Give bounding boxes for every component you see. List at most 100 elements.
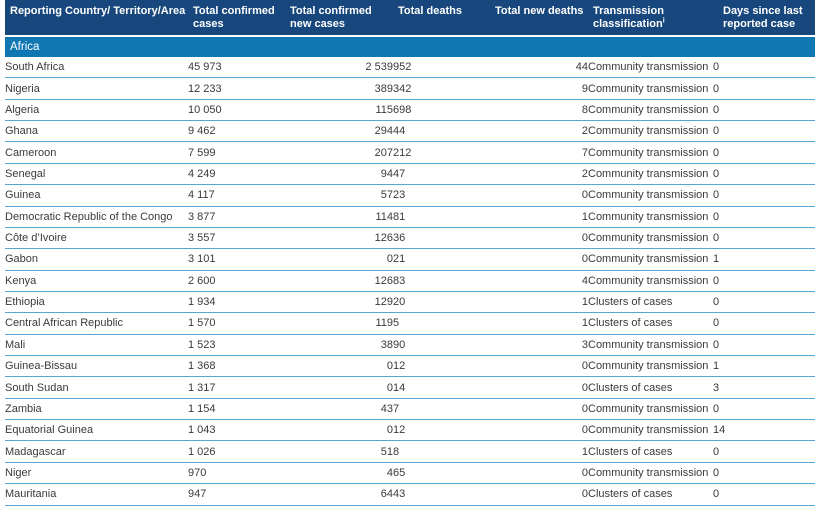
- cell-total-confirmed-cases: 1 523: [188, 334, 285, 357]
- cell-total-new-deaths: 4: [490, 270, 588, 292]
- covid-country-table: Reporting Country/ Territory/Area Total …: [5, 0, 815, 506]
- table-row: Algeria 10 050 115 698 8 Community transmissi…: [5, 99, 815, 122]
- cell-transmission-classification: Community transmission: [588, 334, 713, 357]
- cell-total-confirmed-cases: 3 101: [188, 248, 285, 271]
- col-header-total-deaths: Total deaths: [393, 0, 490, 37]
- cell-total-deaths: 65: [393, 462, 490, 485]
- cell-country: Mauritania: [5, 483, 188, 506]
- cell-days-since-last-reported-case: 0: [713, 141, 815, 164]
- table-row: Ghana 9 462 294 44 2 Community transmission 0: [5, 120, 815, 143]
- cell-total-new-deaths: 1: [490, 206, 588, 228]
- cell-country: Nigeria: [5, 77, 188, 100]
- cell-total-new-deaths: 0: [490, 419, 588, 442]
- cell-total-deaths: 12: [393, 419, 490, 442]
- table-row: Democratic Republic of the Congo 3 877 114…: [5, 206, 815, 228]
- cell-total-confirmed-cases: 1 368: [188, 355, 285, 378]
- cell-total-deaths: 212: [393, 141, 490, 164]
- cell-transmission-classification: Community transmission: [588, 163, 713, 186]
- cell-days-since-last-reported-case: 0: [713, 99, 815, 122]
- cell-total-deaths: 47: [393, 163, 490, 186]
- cell-country: Côte d’Ivoire: [5, 227, 188, 250]
- cell-total-confirmed-new-cases: 207: [285, 141, 393, 164]
- cell-transmission-classification: Community transmission: [588, 77, 713, 100]
- table-row: Kenya 2 600 126 83 4 Community transmission 0: [5, 270, 815, 292]
- cell-transmission-classification: Community transmission: [588, 419, 713, 442]
- cell-days-since-last-reported-case: 0: [713, 483, 815, 506]
- table-row: Equatorial Guinea 1 043 0 12 0 Community tran…: [5, 419, 815, 442]
- cell-total-new-deaths: 0: [490, 398, 588, 421]
- cell-total-confirmed-cases: 947: [188, 483, 285, 506]
- cell-country: Algeria: [5, 99, 188, 122]
- cell-country: Madagascar: [5, 440, 188, 463]
- cell-country: Gabon: [5, 248, 188, 271]
- col-header-days-since-last-reported-case: Days since last reported case: [713, 0, 815, 37]
- cell-days-since-last-reported-case: 0: [713, 77, 815, 100]
- cell-total-new-deaths: 0: [490, 376, 588, 399]
- cell-days-since-last-reported-case: 0: [713, 270, 815, 292]
- cell-days-since-last-reported-case: 0: [713, 312, 815, 335]
- table-row: Senegal 4 249 94 47 2 Community transmission 0: [5, 163, 815, 186]
- cell-total-new-deaths: 8: [490, 99, 588, 122]
- cell-country: Senegal: [5, 163, 188, 186]
- cell-total-deaths: 44: [393, 120, 490, 143]
- table-row: South Sudan 1 317 0 14 0 Clusters of cases 3: [5, 376, 815, 399]
- cell-total-confirmed-new-cases: 389: [285, 77, 393, 100]
- cell-country: South Sudan: [5, 376, 188, 399]
- col-header-country: Reporting Country/ Territory/Area: [5, 0, 188, 37]
- cell-country: Niger: [5, 462, 188, 485]
- cell-country: Ethiopia: [5, 291, 188, 314]
- cell-days-since-last-reported-case: 0: [713, 291, 815, 314]
- cell-days-since-last-reported-case: 0: [713, 462, 815, 485]
- cell-total-new-deaths: 0: [490, 184, 588, 207]
- cell-total-new-deaths: 1: [490, 312, 588, 335]
- cell-days-since-last-reported-case: 0: [713, 227, 815, 250]
- cell-days-since-last-reported-case: 0: [713, 120, 815, 143]
- cell-total-confirmed-cases: 1 154: [188, 398, 285, 421]
- cell-total-confirmed-cases: 1 043: [188, 419, 285, 442]
- transmission-header-label: Transmission classification: [593, 5, 664, 30]
- table-row: Nigeria 12 233 389 342 9 Community transmissi…: [5, 77, 815, 100]
- table-row: Zambia 1 154 43 7 0 Community transmission 0: [5, 398, 815, 421]
- cell-transmission-classification: Community transmission: [588, 206, 713, 228]
- table-row: Ethiopia 1 934 129 20 1 Clusters of cases 0: [5, 291, 815, 314]
- cell-country: Guinea: [5, 184, 188, 207]
- cell-total-deaths: 20: [393, 291, 490, 314]
- table-row: Côte d’Ivoire 3 557 126 36 0 Community transm…: [5, 227, 815, 250]
- cell-days-since-last-reported-case: 0: [713, 398, 815, 421]
- region-section-row: Africa: [5, 36, 815, 57]
- cell-transmission-classification: Clusters of cases: [588, 376, 713, 399]
- cell-transmission-classification: Community transmission: [588, 57, 713, 79]
- cell-total-confirmed-cases: 970: [188, 462, 285, 485]
- region-section-label: Africa: [5, 36, 815, 57]
- cell-transmission-classification: Community transmission: [588, 120, 713, 143]
- cell-total-confirmed-new-cases: 51: [285, 440, 393, 463]
- col-header-total-confirmed-new-cases: Total confirmed new cases: [285, 0, 393, 37]
- cell-total-confirmed-cases: 45 973: [188, 57, 285, 79]
- cell-total-new-deaths: 2: [490, 120, 588, 143]
- cell-total-deaths: 81: [393, 206, 490, 228]
- cell-total-confirmed-cases: 7 599: [188, 141, 285, 164]
- cell-total-confirmed-new-cases: 2 539: [285, 57, 393, 79]
- cell-total-deaths: 12: [393, 355, 490, 378]
- cell-transmission-classification: Community transmission: [588, 99, 713, 122]
- cell-total-new-deaths: 44: [490, 57, 588, 79]
- cell-total-new-deaths: 1: [490, 440, 588, 463]
- table-row: Gabon 3 101 0 21 0 Community transmission 1: [5, 248, 815, 271]
- cell-total-confirmed-new-cases: 43: [285, 398, 393, 421]
- col-header-total-new-deaths: Total new deaths: [490, 0, 588, 37]
- cell-total-confirmed-cases: 1 570: [188, 312, 285, 335]
- cell-total-deaths: 90: [393, 334, 490, 357]
- cell-total-deaths: 342: [393, 77, 490, 100]
- col-header-transmission-classification: Transmission classificationi: [588, 0, 713, 37]
- cell-transmission-classification: Community transmission: [588, 227, 713, 250]
- cell-total-new-deaths: 9: [490, 77, 588, 100]
- table-row: Guinea 4 117 57 23 0 Community transmission 0: [5, 184, 815, 207]
- cell-total-confirmed-new-cases: 0: [285, 248, 393, 271]
- cell-total-deaths: 952: [393, 57, 490, 79]
- cell-country: Cameroon: [5, 141, 188, 164]
- table-header: Reporting Country/ Territory/Area Total …: [5, 0, 815, 37]
- cell-days-since-last-reported-case: 0: [713, 57, 815, 79]
- cell-total-confirmed-new-cases: 126: [285, 227, 393, 250]
- cell-transmission-classification: Clusters of cases: [588, 291, 713, 314]
